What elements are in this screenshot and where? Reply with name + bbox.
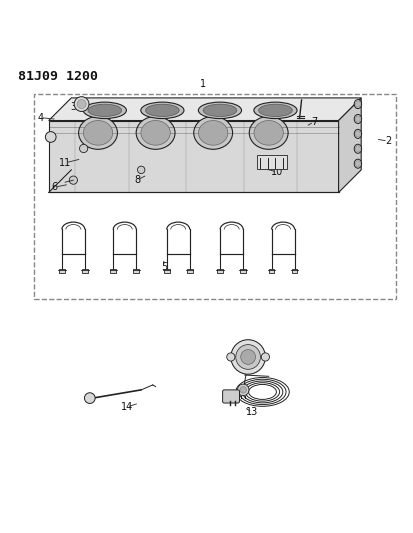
Bar — [186, 269, 192, 273]
Ellipse shape — [83, 102, 126, 118]
Circle shape — [84, 393, 95, 403]
Ellipse shape — [203, 104, 236, 117]
Bar — [164, 269, 169, 273]
Bar — [217, 269, 223, 273]
Ellipse shape — [140, 102, 183, 118]
Text: 5: 5 — [160, 262, 166, 271]
Ellipse shape — [355, 146, 359, 152]
Ellipse shape — [140, 120, 170, 145]
Ellipse shape — [88, 104, 121, 117]
Ellipse shape — [355, 160, 359, 167]
Text: 7: 7 — [310, 117, 316, 127]
Ellipse shape — [145, 104, 179, 117]
Bar — [34, 94, 395, 300]
Circle shape — [235, 345, 260, 369]
Circle shape — [77, 100, 86, 109]
Circle shape — [240, 350, 255, 365]
Text: 14: 14 — [121, 402, 133, 412]
Ellipse shape — [254, 120, 282, 145]
Text: 13: 13 — [245, 408, 258, 417]
Circle shape — [45, 132, 56, 142]
Circle shape — [239, 386, 246, 393]
Ellipse shape — [354, 130, 361, 139]
Ellipse shape — [249, 116, 287, 149]
Ellipse shape — [78, 116, 117, 149]
FancyBboxPatch shape — [222, 390, 239, 403]
Ellipse shape — [355, 101, 359, 107]
Circle shape — [79, 144, 88, 152]
Circle shape — [261, 353, 269, 361]
Bar — [291, 269, 297, 273]
Polygon shape — [338, 98, 360, 192]
Text: 2: 2 — [384, 136, 390, 146]
Circle shape — [226, 353, 235, 361]
Ellipse shape — [354, 144, 361, 154]
Circle shape — [74, 96, 89, 111]
Text: 1: 1 — [199, 78, 205, 88]
Text: 8: 8 — [134, 175, 140, 185]
Text: 3: 3 — [70, 102, 76, 112]
Text: 10: 10 — [270, 167, 282, 177]
Circle shape — [69, 176, 77, 184]
Bar — [240, 269, 245, 273]
Bar — [82, 269, 88, 273]
Polygon shape — [49, 98, 360, 120]
Ellipse shape — [258, 104, 292, 117]
Ellipse shape — [253, 102, 297, 118]
Bar — [110, 269, 116, 273]
Ellipse shape — [354, 100, 361, 109]
Text: 81J09 1200: 81J09 1200 — [18, 70, 97, 83]
Ellipse shape — [354, 115, 361, 124]
Ellipse shape — [193, 116, 232, 149]
Ellipse shape — [83, 120, 112, 145]
Bar — [133, 269, 139, 273]
Text: 6: 6 — [52, 182, 58, 192]
Circle shape — [237, 384, 248, 395]
Ellipse shape — [198, 120, 227, 145]
Ellipse shape — [355, 131, 359, 137]
Text: 4: 4 — [37, 112, 43, 123]
Bar — [256, 156, 286, 168]
Circle shape — [137, 166, 145, 174]
Ellipse shape — [355, 116, 359, 122]
Ellipse shape — [354, 159, 361, 168]
Polygon shape — [49, 120, 338, 192]
Ellipse shape — [136, 116, 175, 149]
Text: 11: 11 — [59, 158, 71, 168]
Circle shape — [230, 340, 265, 374]
Bar — [268, 269, 274, 273]
Ellipse shape — [198, 102, 241, 118]
Bar — [59, 269, 64, 273]
Text: 12: 12 — [249, 346, 262, 356]
